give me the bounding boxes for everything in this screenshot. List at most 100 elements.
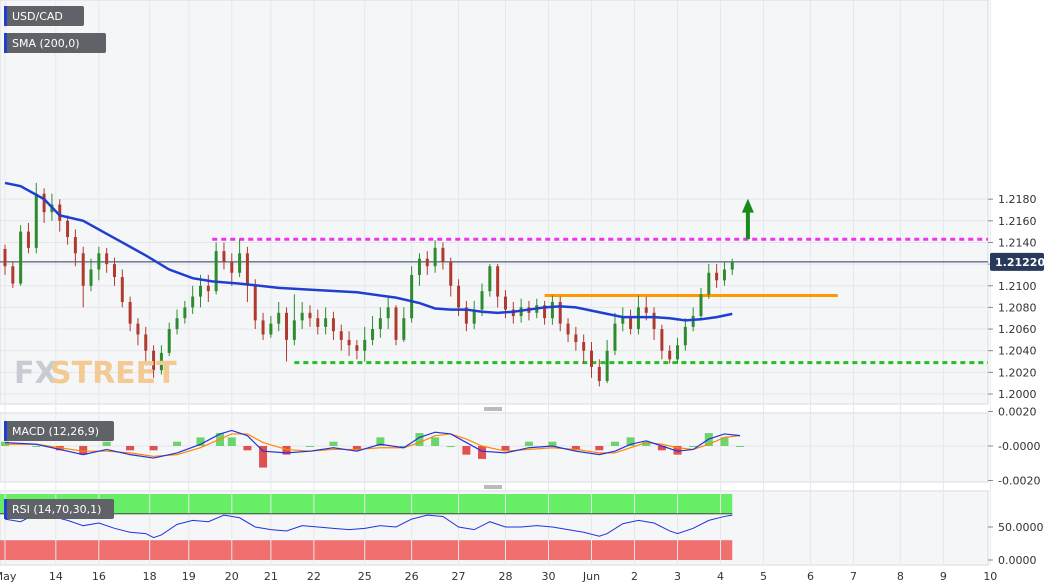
- macd-histogram-bar: [102, 441, 111, 446]
- macd-histogram-bar: [329, 441, 338, 446]
- candle-body: [668, 350, 672, 360]
- label-macd-text: MACD (12,26,9): [12, 425, 99, 438]
- macd-histogram-bar: [259, 446, 268, 468]
- candle-body: [386, 307, 390, 319]
- macd-signal-line: [5, 433, 741, 457]
- candle-body: [363, 339, 367, 351]
- splitter-handle-rsi[interactable]: [484, 485, 502, 489]
- candle-body: [167, 329, 171, 353]
- candle-body: [144, 334, 148, 351]
- candle-body: [644, 307, 648, 313]
- macd-histogram-bar: [673, 446, 682, 455]
- candle-body: [152, 350, 156, 371]
- last-price-tag: 1.21220: [990, 252, 1045, 271]
- date-tick-label: 20: [225, 570, 239, 583]
- candle-body: [707, 272, 711, 295]
- candle-body: [730, 261, 734, 270]
- candle-body: [285, 312, 289, 340]
- date-tick-label: 8: [897, 570, 904, 583]
- label-symbol[interactable]: USD/CAD: [4, 6, 84, 26]
- candle-body: [11, 266, 15, 284]
- price-tick-label: 1.2060: [998, 323, 1037, 336]
- candle-body: [394, 307, 398, 340]
- date-tick-label: Jun: [582, 570, 600, 583]
- label-rsi-accent: [4, 499, 7, 519]
- label-macd[interactable]: MACD (12,26,9): [4, 421, 114, 441]
- macd-line: [4, 429, 741, 459]
- date-tick-label: 16: [92, 570, 106, 583]
- macd-histogram-bar: [376, 437, 385, 446]
- candle-body: [339, 331, 343, 340]
- candle-body: [433, 247, 437, 267]
- candle-body: [324, 318, 328, 327]
- candle-body: [683, 326, 687, 346]
- macd-histogram-bar: [720, 437, 729, 446]
- macd-histogram-bar: [399, 446, 408, 447]
- candle-body: [371, 329, 375, 340]
- macd-histogram-bar: [79, 446, 88, 455]
- macd-histogram-bar: [478, 446, 487, 459]
- candle-body: [128, 301, 132, 324]
- price-tick-label: 1.2000: [998, 388, 1037, 401]
- macd-histogram-bar: [126, 446, 135, 451]
- macd-histogram-bar: [149, 446, 158, 451]
- price-tick-label: 1.2100: [998, 280, 1037, 293]
- candle-body: [425, 258, 429, 267]
- label-macd-bg: [4, 421, 114, 441]
- label-sma-accent: [4, 33, 7, 53]
- candle-body: [410, 274, 414, 319]
- date-tick-label: 5: [760, 570, 767, 583]
- date-tick-label: 27: [452, 570, 466, 583]
- candle-body: [3, 248, 7, 267]
- candle-body: [699, 294, 703, 317]
- candle-body: [245, 253, 249, 286]
- macd-tick-label: -0.0020: [998, 475, 1040, 488]
- candle-body: [261, 320, 265, 335]
- macd-histogram-bar: [595, 446, 604, 451]
- date-tick-label: 28: [498, 570, 512, 583]
- candle-body: [472, 309, 476, 324]
- candle-body: [34, 193, 38, 248]
- date-tick-label: 10: [983, 570, 997, 583]
- candle-body: [136, 323, 140, 335]
- rsi-tick-label: 0.0000: [998, 554, 1037, 567]
- date-tick-label: 30: [541, 570, 555, 583]
- candle-body: [378, 318, 382, 330]
- macd-histogram-bar: [196, 437, 205, 446]
- splitter-handle-macd[interactable]: [484, 407, 502, 411]
- candle-body: [464, 307, 468, 324]
- label-sma-bg: [4, 33, 106, 53]
- price-tick-label: 1.2020: [998, 366, 1037, 379]
- macd-histogram-bar: [431, 437, 440, 446]
- candle-body: [449, 261, 453, 286]
- label-macd-accent: [4, 421, 7, 441]
- date-tick-label: 18: [143, 570, 157, 583]
- date-tick-label: 9: [940, 570, 947, 583]
- candle-body: [676, 345, 680, 360]
- candle-body: [214, 251, 218, 292]
- candle-body: [347, 339, 351, 346]
- candle-body: [496, 266, 500, 297]
- watermark: FX STREET: [14, 356, 177, 391]
- macd-histogram-bar: [689, 446, 698, 447]
- date-tick-label: 25: [358, 570, 372, 583]
- candle-body: [58, 204, 62, 221]
- label-sma[interactable]: SMA (200,0): [4, 33, 106, 53]
- label-sma-text: SMA (200,0): [12, 37, 80, 50]
- candle-body: [597, 366, 601, 382]
- candle-body: [19, 231, 23, 284]
- macd-histogram-bar: [524, 441, 533, 446]
- candle-body: [629, 316, 633, 330]
- watermark-street: STREET: [50, 356, 177, 391]
- macd-histogram-bar: [501, 446, 510, 451]
- rsi-overbought-zone: [0, 494, 733, 514]
- candle-body: [238, 253, 242, 273]
- candle-body: [582, 342, 586, 351]
- macd-histogram-bar: [571, 446, 580, 451]
- sma-200-line: [4, 181, 733, 322]
- candle-body: [308, 312, 312, 319]
- candle-body: [590, 350, 593, 367]
- candle-body: [457, 285, 461, 308]
- label-rsi[interactable]: RSI (14,70,30,1): [4, 499, 114, 519]
- candle-body: [42, 193, 46, 213]
